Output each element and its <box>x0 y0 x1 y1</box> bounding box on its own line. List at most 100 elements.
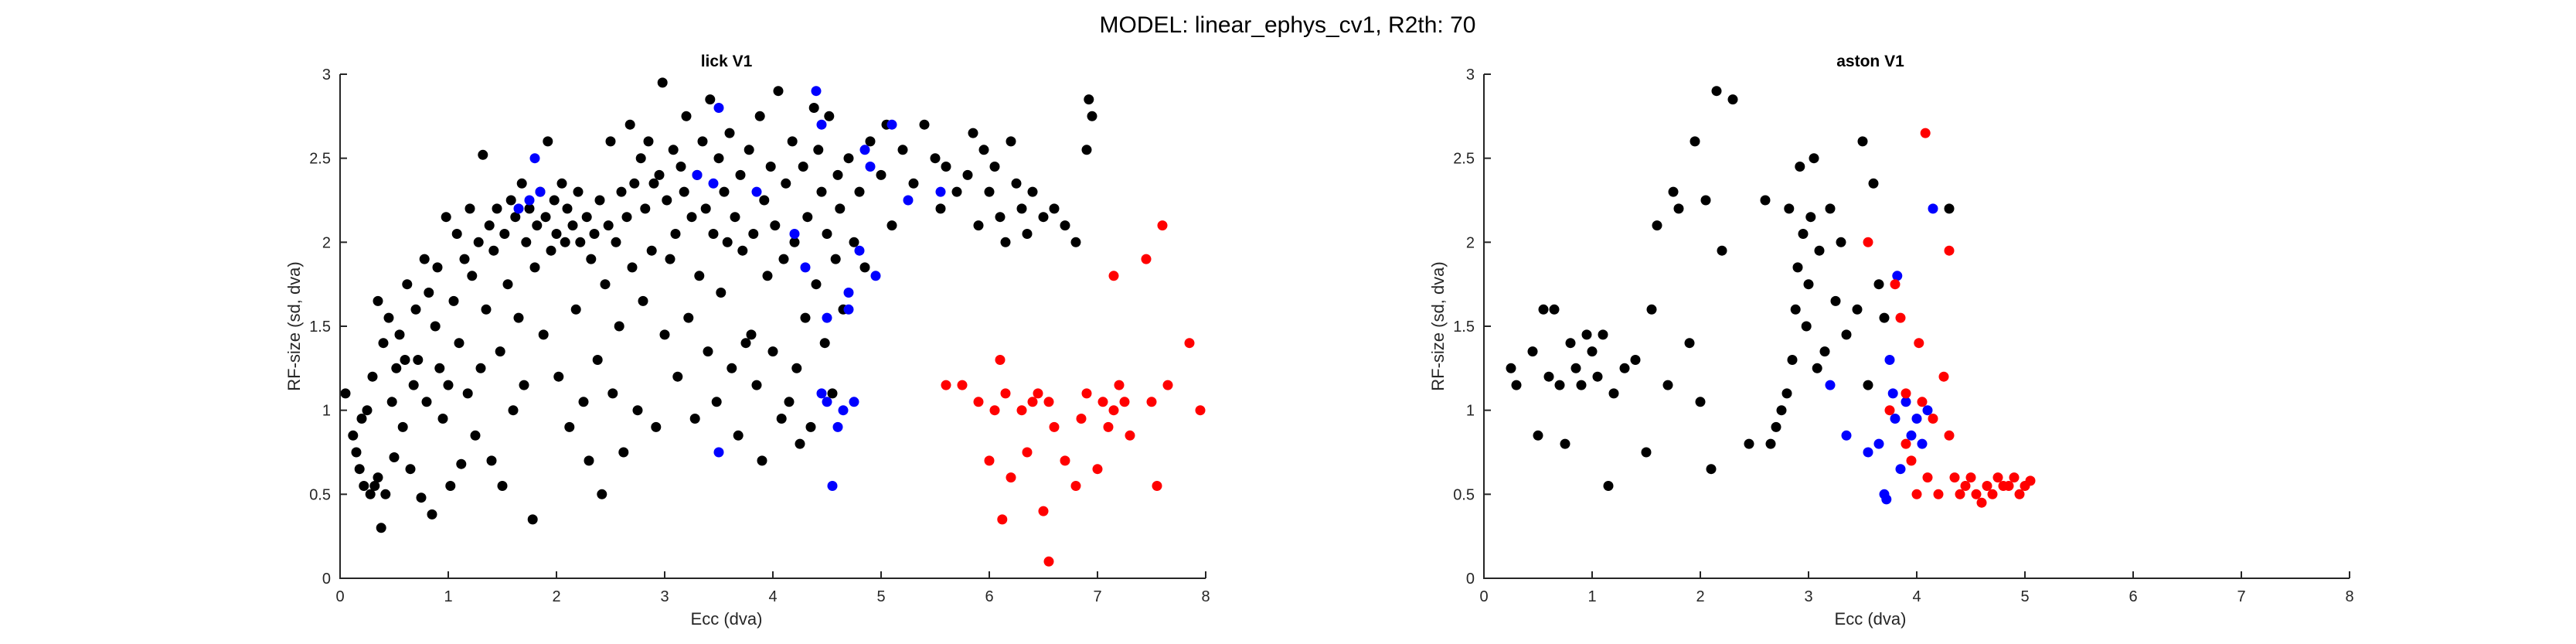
scatter-point <box>713 153 724 164</box>
scatter-point <box>573 186 584 197</box>
scatter-point <box>376 523 386 533</box>
scatter-point <box>1884 355 1895 365</box>
scatter-point <box>805 421 816 432</box>
scatter-point <box>1784 203 1795 214</box>
scatter-point <box>832 421 843 432</box>
scatter-point <box>527 514 538 525</box>
scatter-point <box>638 295 648 306</box>
scatter-point <box>1652 220 1662 231</box>
scatter-point <box>744 145 754 155</box>
scatter-point <box>1097 397 1108 407</box>
x-tick-label: 4 <box>768 588 777 605</box>
scatter-point <box>1825 203 1836 214</box>
scatter-point <box>1538 304 1549 315</box>
x-tick-label: 8 <box>1201 588 1210 605</box>
scatter-point <box>711 397 722 407</box>
scatter-point <box>1592 371 1603 382</box>
scatter-point <box>459 254 470 264</box>
scatter-point <box>811 86 822 97</box>
scatter-point <box>865 136 876 147</box>
scatter-point <box>724 128 735 138</box>
scatter-point <box>830 254 841 264</box>
scatter-point <box>488 245 499 256</box>
scatter-point <box>1852 304 1863 315</box>
x-tick-label: 0 <box>335 588 344 605</box>
scatter-point <box>618 447 629 458</box>
scatter-point <box>416 492 427 503</box>
scatter-point <box>843 153 854 164</box>
y-axis-label: RF-size (sd, dva) <box>1428 261 1448 390</box>
scatter-point <box>524 195 535 206</box>
scatter-point <box>822 229 832 239</box>
scatter-point <box>1812 363 1822 373</box>
scatter-point <box>1922 405 1933 416</box>
scatter-point <box>616 186 627 197</box>
scatter-point <box>448 295 459 306</box>
scatter-point <box>600 279 611 290</box>
panel-left: lick V1 0 1 2 3 4 5 6 7 8 0 0.5 1 1.5 2 2.5 3 Ecc (dva)… <box>284 53 1210 629</box>
scatter-point <box>359 481 369 491</box>
scatter-point <box>356 414 367 424</box>
scatter-point <box>1801 321 1812 332</box>
scatter-point <box>876 169 886 180</box>
scatter-point <box>632 405 643 416</box>
scatter-point <box>1987 489 1998 499</box>
scatter-point <box>1887 388 1898 399</box>
scatter-point <box>989 162 1000 172</box>
scatter-point <box>575 237 586 247</box>
scatter-point <box>1706 464 1717 475</box>
scatter-point <box>478 149 488 160</box>
x-tick-label: 5 <box>2020 588 2029 605</box>
x-tick-label: 2 <box>552 588 560 605</box>
scatter-point <box>800 262 811 273</box>
scatter-point <box>1125 430 1135 441</box>
scatter-point <box>397 421 408 432</box>
scatter-point <box>1587 346 1598 357</box>
scatter-point <box>624 119 635 130</box>
scatter-point <box>413 355 424 365</box>
scatter-point <box>564 421 575 432</box>
scatter-point <box>978 145 989 155</box>
scatter-point <box>662 195 672 206</box>
scatter-point <box>597 489 607 499</box>
scatter-point <box>383 312 394 323</box>
scatter-point <box>997 514 1008 525</box>
scatter-point <box>614 321 624 332</box>
scatter-point <box>592 355 603 365</box>
scatter-point <box>643 136 654 147</box>
scatter-point <box>1152 481 1162 491</box>
scatter-point <box>519 380 529 390</box>
scatter-point <box>629 178 640 189</box>
scatter-point <box>778 254 789 264</box>
scatter-point <box>1841 329 1852 340</box>
scatter-point <box>897 145 908 155</box>
scatter-point <box>765 162 776 172</box>
scatter-point <box>589 229 600 239</box>
scatter-point <box>351 447 362 458</box>
scatter-point <box>679 186 689 197</box>
scatter-point <box>2009 472 2020 483</box>
scatter-point <box>578 397 589 407</box>
scatter-point <box>441 212 451 223</box>
scatter-point <box>668 145 679 155</box>
scatter-point <box>1814 245 1825 256</box>
scatter-point <box>380 489 391 499</box>
scatter-point <box>611 237 621 247</box>
scatter-point <box>1690 136 1700 147</box>
scatter-point <box>1043 556 1054 567</box>
scatter-point <box>665 254 675 264</box>
scatter-point <box>1087 111 1097 121</box>
scatter-point <box>475 363 486 373</box>
scatter-point <box>984 455 995 466</box>
scatter-point <box>730 212 740 223</box>
scatter-point <box>973 397 984 407</box>
scatter-point <box>819 338 830 349</box>
scatter-point <box>1662 380 1673 390</box>
scatter-point <box>754 111 765 121</box>
scatter-point <box>757 455 767 466</box>
scatter-point <box>1809 153 1819 164</box>
scatter-point <box>1881 494 1892 505</box>
scatter-point <box>995 212 1006 223</box>
scatter-point <box>1982 481 1992 491</box>
scatter-point <box>708 178 719 189</box>
